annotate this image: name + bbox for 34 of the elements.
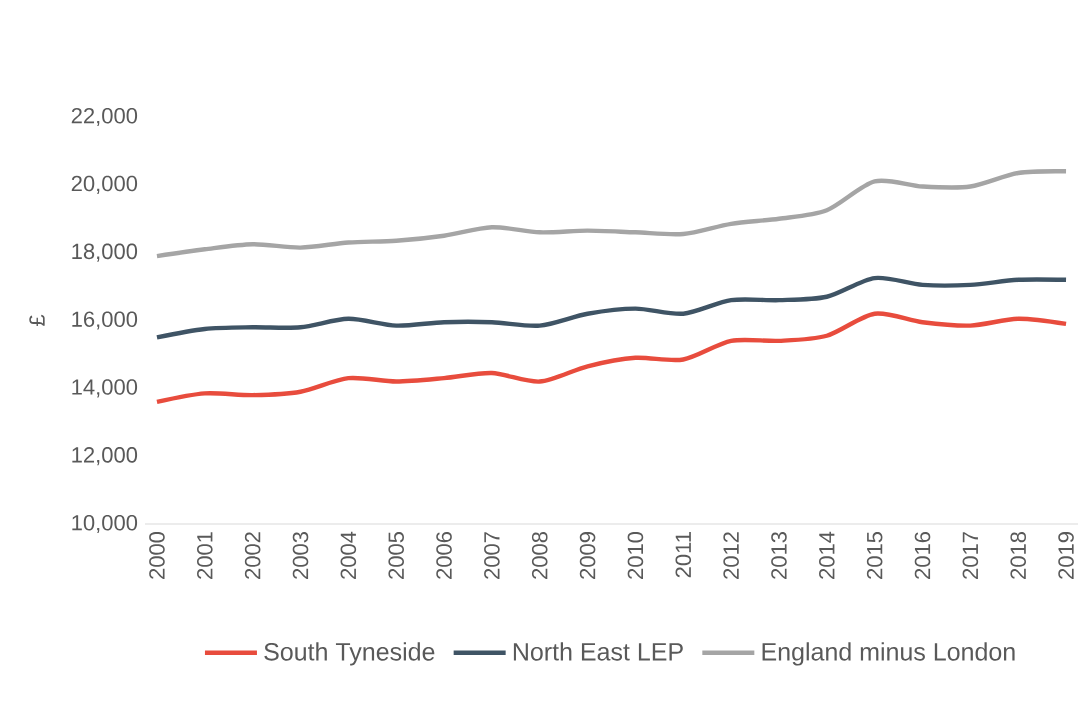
y-tick-label: 14,000 (72, 379, 138, 398)
legend-label: South Tyneside (264, 642, 435, 666)
y-tick-label: 18,000 (72, 243, 138, 262)
x-tick-label: 2002 (244, 532, 261, 579)
x-tick-label: 2016 (914, 532, 931, 579)
y-tick-label: 22,000 (71, 107, 138, 127)
x-tick-label: 2018 (1010, 532, 1026, 579)
x-tick-label: 2008 (531, 532, 548, 579)
line-series (154, 311, 1069, 405)
x-tick-label: 2019 (1058, 532, 1074, 579)
y-tick-label: 12,000 (72, 447, 138, 466)
x-tick-label: 2001 (197, 532, 213, 579)
x-tick-label: 2009 (579, 532, 596, 579)
line-series (154, 275, 1069, 340)
y-tick-label: 20,000 (71, 175, 138, 194)
legend-label: England minus London (762, 642, 1015, 666)
x-tick-label: 2013 (771, 532, 787, 579)
x-tick-label: 2015 (866, 531, 883, 579)
legend-label: North East LEP (513, 642, 683, 661)
x-tick-label: 2005 (388, 531, 404, 579)
x-tick-label: 2010 (627, 531, 644, 579)
x-tick-label: 2017 (962, 532, 979, 579)
line-series (154, 169, 1069, 259)
x-tick-label: 2007 (484, 532, 500, 579)
x-tick-label: 2011 (675, 532, 692, 578)
y-tick-label: 16,000 (72, 311, 138, 330)
x-tick-label: 2014 (819, 531, 835, 579)
x-tick-label: 2004 (340, 531, 357, 579)
y-tick-label: 10,000 (72, 514, 138, 534)
x-tick-label: 2000 (149, 531, 165, 579)
x-tick-label: 2003 (292, 532, 309, 579)
x-tick-label: 2006 (436, 532, 452, 579)
y-axis-title: £ (29, 314, 45, 326)
x-tick-label: 2012 (723, 532, 739, 579)
